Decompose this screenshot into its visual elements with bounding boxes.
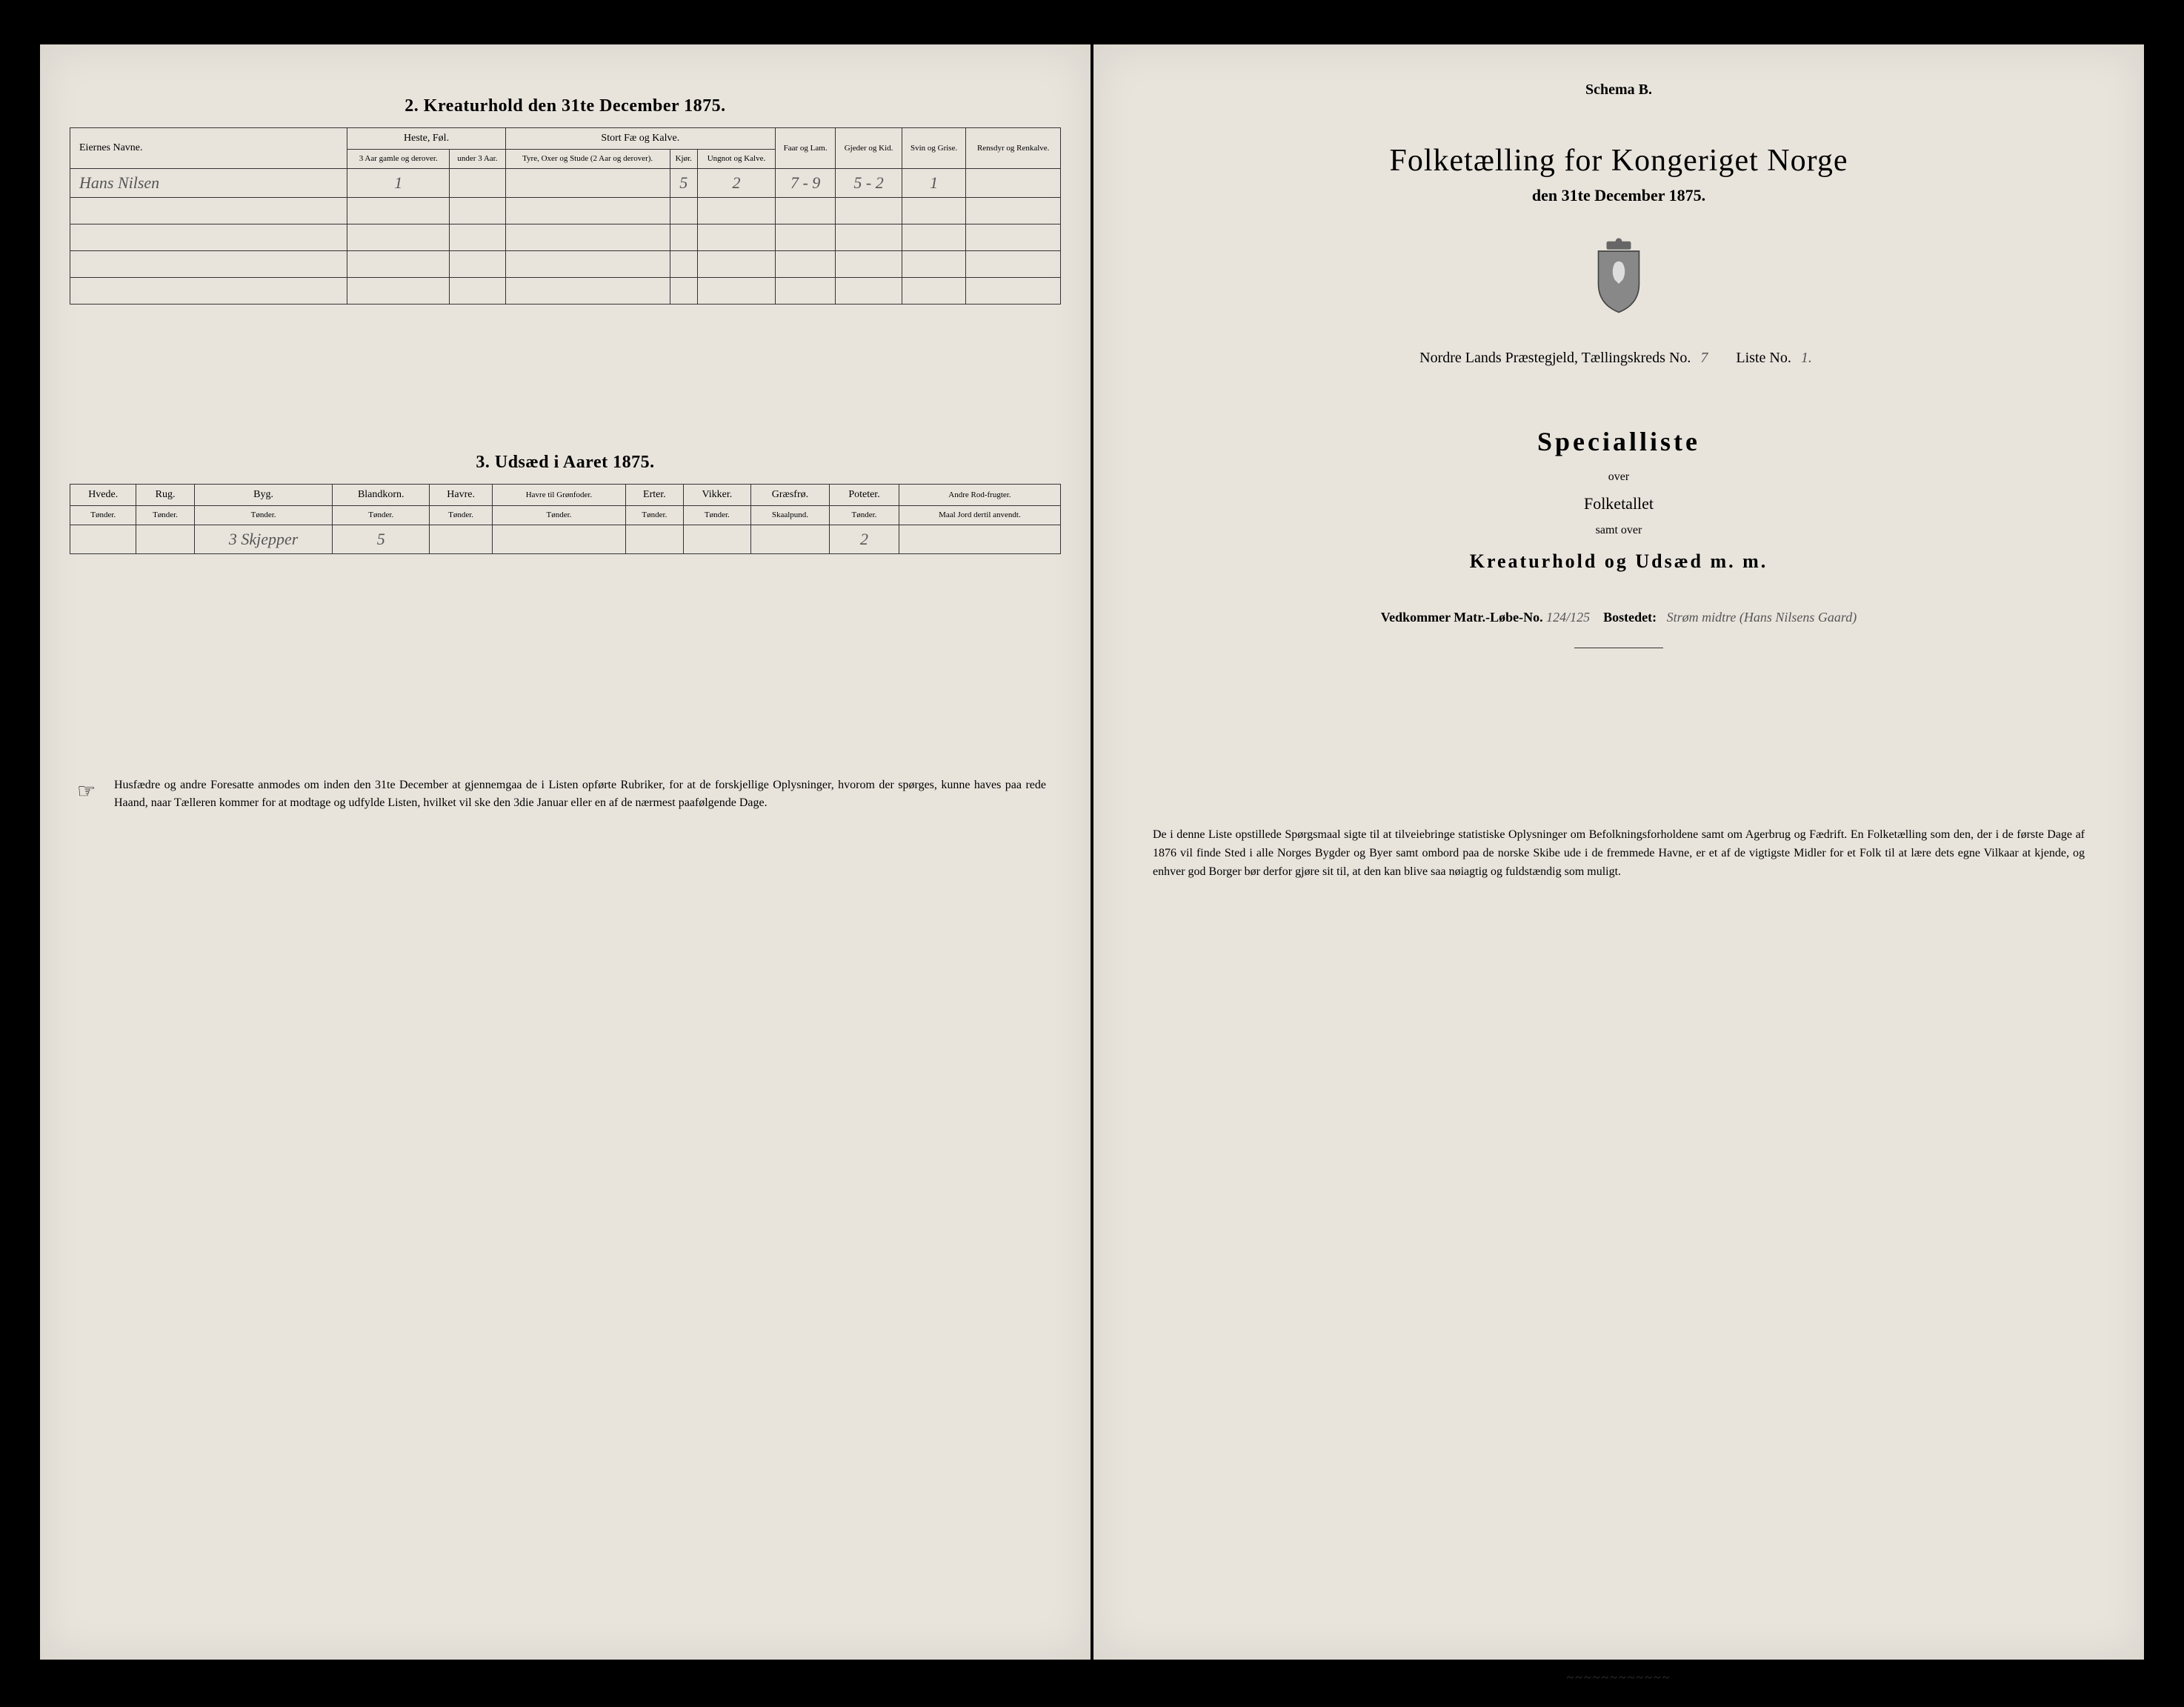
liste-no: 1. [1795, 350, 1818, 366]
kreaturhold-table: Eiernes Navne. Heste, Føl. Stort Fæ og K… [70, 127, 1061, 305]
unit-havre: Tønder. [430, 506, 493, 525]
table-row [70, 224, 1061, 251]
table-row: 3 Skjepper 5 2 [70, 525, 1061, 554]
th-kjor: Kjør. [670, 150, 698, 169]
cell-gjeder: 5 - 2 [836, 169, 902, 198]
district-prefix: Nordre Lands Præstegjeld, Tællingskreds … [1419, 350, 1691, 366]
coat-of-arms-icon [1123, 235, 2114, 320]
c-bland: 5 [333, 525, 430, 554]
special-title: Specialliste [1123, 426, 2114, 457]
th-tyre: Tyre, Oxer og Stude (2 Aar og derover). [505, 150, 670, 169]
c-havregron [493, 525, 626, 554]
vedkommer-label: Vedkommer Matr.-Løbe-No. [1381, 610, 1543, 625]
c-byg: 3 Skjepper [194, 525, 333, 554]
cell-hesteu3 [450, 169, 506, 198]
unit-erter: Tønder. [625, 506, 683, 525]
sub-date: den 31te December 1875. [1123, 186, 2114, 205]
c-hvede [70, 525, 136, 554]
section3-title: 3. Udsæd i Aaret 1875. [70, 453, 1061, 473]
unit-andre: Maal Jord dertil anvendt. [899, 506, 1060, 525]
th-heste3: 3 Aar gamle og derover. [347, 150, 450, 169]
schema-label: Schema B. [1123, 81, 2114, 99]
th-eier: Eiernes Navne. [70, 128, 347, 169]
right-notice: De i denne Liste opstillede Spørgsmaal s… [1123, 826, 2114, 881]
th-byg: Byg. [194, 485, 333, 506]
folketal-label: Folketallet [1123, 494, 2114, 513]
liste-label: Liste No. [1736, 350, 1791, 366]
table-row: Hans Nilsen 1 5 2 7 - 9 5 - 2 1 [70, 169, 1061, 198]
th-gjeder: Gjeder og Kid. [836, 128, 902, 169]
th-erter: Erter. [625, 485, 683, 506]
kreatur-label: Kreaturhold og Udsæd m. m. [1123, 550, 2114, 573]
bostedet-label: Bostedet: [1603, 610, 1657, 625]
unit-graes: Skaalpund. [750, 506, 829, 525]
unit-vikker: Tønder. [684, 506, 751, 525]
unit-hvede: Tønder. [70, 506, 136, 525]
th-blandkorn: Blandkorn. [333, 485, 430, 506]
th-havregron: Havre til Grønfoder. [493, 485, 626, 506]
cell-rensdyr [966, 169, 1061, 198]
th-rensdyr: Rensdyr og Renkalve. [966, 128, 1061, 169]
left-notice: ☞ Husfædre og andre Foresatte anmodes om… [70, 776, 1061, 812]
c-rug [136, 525, 194, 554]
vedkommer-no: 124/125 [1546, 610, 1590, 625]
th-havre: Havre. [430, 485, 493, 506]
th-faar: Faar og Lam. [775, 128, 835, 169]
th-stort-group: Stort Fæ og Kalve. [505, 128, 775, 150]
th-heste-group: Heste, Føl. [347, 128, 505, 150]
main-title: Folketælling for Kongeriget Norge [1123, 143, 2114, 179]
th-svin: Svin og Grise. [902, 128, 966, 169]
c-andre [899, 525, 1060, 554]
unit-byg: Tønder. [194, 506, 333, 525]
notice-text: Husfædre og andre Foresatte anmodes om i… [114, 779, 1046, 809]
th-hvede: Hvede. [70, 485, 136, 506]
table-row [70, 198, 1061, 224]
samt-label: samt over [1123, 524, 2114, 537]
bostedet: Strøm midtre (Hans Nilsens Gaard) [1667, 610, 1857, 625]
section2-title: 2. Kreaturhold den 31te December 1875. [70, 96, 1061, 116]
binding-mark: ~~~~~~~~~~~~ [1567, 1670, 1671, 1686]
table-row [70, 251, 1061, 278]
c-pot: 2 [830, 525, 899, 554]
cell-faar: 7 - 9 [775, 169, 835, 198]
pointing-hand-icon: ☞ [77, 776, 96, 808]
c-havre [430, 525, 493, 554]
document-spread: 2. Kreaturhold den 31te December 1875. E… [18, 15, 2166, 1689]
th-poteter: Poteter. [830, 485, 899, 506]
unit-bland: Tønder. [333, 506, 430, 525]
th-andre: Andre Rod-frugter. [899, 485, 1060, 506]
cell-svin: 1 [902, 169, 966, 198]
c-graes [750, 525, 829, 554]
th-vikker: Vikker. [684, 485, 751, 506]
table-row [70, 278, 1061, 305]
cell-eier: Hans Nilsen [70, 169, 347, 198]
district-no: 7 [1694, 350, 1714, 366]
th-rug: Rug. [136, 485, 194, 506]
unit-havregron: Tønder. [493, 506, 626, 525]
over-label: over [1123, 470, 2114, 484]
cell-heste3: 1 [347, 169, 450, 198]
cell-kjor: 5 [670, 169, 698, 198]
cell-ungnot: 2 [698, 169, 776, 198]
right-page: Schema B. Folketælling for Kongeriget No… [1093, 44, 2144, 1660]
left-page: 2. Kreaturhold den 31te December 1875. E… [40, 44, 1091, 1660]
district-line: Nordre Lands Præstegjeld, Tællingskreds … [1123, 350, 2114, 367]
unit-pot: Tønder. [830, 506, 899, 525]
c-erter [625, 525, 683, 554]
cell-tyre [505, 169, 670, 198]
unit-rug: Tønder. [136, 506, 194, 525]
th-heste-u3: under 3 Aar. [450, 150, 506, 169]
c-vikker [684, 525, 751, 554]
th-ungnot: Ungnot og Kalve. [698, 150, 776, 169]
vedkommer-line: Vedkommer Matr.-Løbe-No. 124/125 Bostede… [1123, 610, 2114, 625]
udsaed-table: Hvede. Rug. Byg. Blandkorn. Havre. Havre… [70, 484, 1061, 554]
th-graesfro: Græsfrø. [750, 485, 829, 506]
